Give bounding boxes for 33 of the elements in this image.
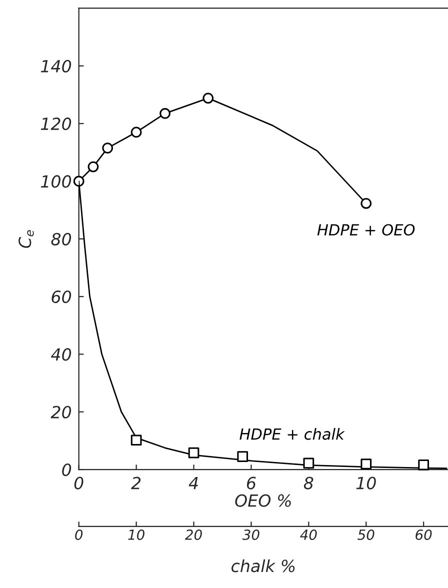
x-tick-label: 10 (356, 476, 376, 490)
x-tick-label: 4 (188, 476, 198, 490)
y-tick-label: 100 (40, 175, 72, 188)
x2-tick-label: 10 (128, 529, 144, 540)
series-label: HDPE + chalk (240, 428, 345, 440)
y-tick-label: 120 (40, 118, 72, 130)
y-axis-title: C$_{e}$ (18, 230, 34, 248)
x-tick-label: 6 (246, 476, 256, 490)
y-tick-label: 20 (50, 406, 72, 418)
y-tick-label: 40 (50, 348, 72, 361)
x2-tick-label: 30 (242, 529, 260, 540)
point (160, 108, 170, 119)
x2-tick-label: 0 (75, 529, 83, 540)
x2-axis-title: chalk % (232, 559, 295, 572)
point (130, 126, 142, 138)
x-tick-label: 8 (304, 476, 314, 490)
point (88, 161, 99, 172)
y-tick-label: 60 (52, 290, 72, 304)
point (73, 176, 84, 187)
y-tick-label: 0 (62, 463, 72, 476)
x2-tick-label: 40 (300, 529, 317, 540)
y-tick-label: 80 (51, 232, 72, 246)
x2-tick-label: 60 (416, 529, 432, 540)
x2-tick-label: 20 (184, 529, 202, 540)
point (202, 92, 214, 104)
x2-tick-label: 50 (358, 529, 374, 540)
series-label: HDPE + OEO (317, 224, 415, 236)
y-tick-label: 140 (40, 60, 72, 72)
x-tick-label: 0 (74, 476, 84, 490)
point (360, 198, 372, 209)
point (102, 142, 113, 154)
x-tick-label: 2 (131, 476, 141, 490)
x-axis-title: OEO % (235, 494, 291, 507)
